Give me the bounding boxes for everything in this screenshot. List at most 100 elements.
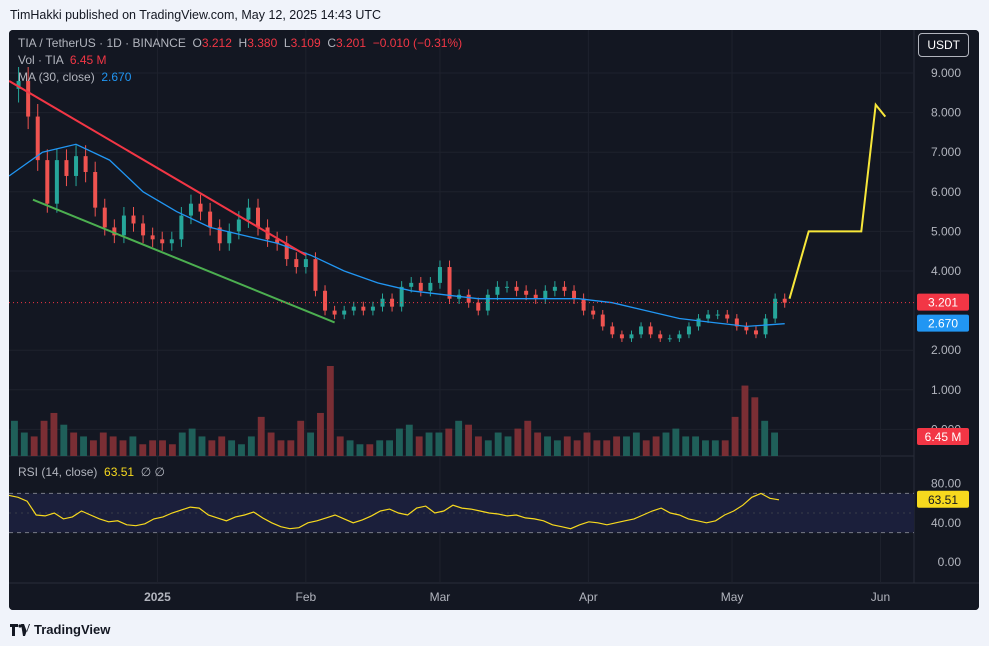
volume-bar [376,440,384,456]
volume-bar [119,440,127,456]
symbol-legend: TIA / TetherUS · 1D · BINANCE O3.212 H3.… [18,36,462,50]
candle-body [524,290,529,295]
candle-body [610,326,615,335]
volume-bar [484,440,492,456]
candle-body [418,282,423,291]
volume-bar [504,436,512,456]
candle-body [64,160,69,176]
candle-body [677,334,682,339]
volume-bar [573,440,581,456]
candle-body [83,156,88,172]
rsi-tick-label: 40.00 [931,516,961,530]
volume-bar [445,428,453,456]
resistance-trendline [9,80,307,257]
candle-body [744,326,749,331]
volume-bar [544,436,551,456]
tradingview-logo[interactable]: TradingView [10,622,110,637]
candle-body [236,219,241,232]
time-tick-label: Mar [430,590,451,604]
publish-bar: TimHakki published on TradingView.com, M… [0,0,989,30]
projection-path [788,102,887,299]
volume-bar [336,436,344,456]
ma-label: MA (30, close) [18,70,95,84]
volume-bar [761,420,769,456]
price-tick-label: 8.000 [931,106,961,120]
candle-body [16,80,21,89]
volume-bar [702,440,709,456]
volume-bar [435,432,443,456]
candle-body [303,259,308,268]
change-value: −0.010 (−0.31%) [372,36,463,50]
time-tick-label: May [721,590,744,604]
volume-bar [60,424,68,456]
tradingview-logo-icon [10,623,30,636]
volume-bar [178,432,186,456]
candle-body [725,314,730,319]
price-tick-label: 4.000 [931,264,961,278]
volume-bar [20,432,28,456]
volume-bar [267,432,275,456]
high-value: 3.380 [247,36,278,50]
ma-line [9,143,785,328]
volume-bar [583,432,591,456]
volume-bar [149,440,157,456]
volume-bar [751,397,759,456]
candle-body [763,318,768,335]
symbol-name: TIA / TetherUS · 1D · BINANCE [18,36,186,50]
chart-container[interactable]: 9.000 8.000 7.000 6.000 5.000 4.000 2.000 1.000… [9,30,979,610]
candle-body [323,290,328,311]
candle-body [390,298,395,307]
volume-bar [277,440,285,456]
volume-bar [238,444,245,456]
volume-bar [99,432,107,456]
candle-body [169,239,174,244]
volume-bar [721,440,729,456]
candle-body [648,326,653,335]
candle-body [476,302,481,311]
volume-bar [326,366,334,456]
rsi-legend: RSI (14, close) 63.51 ∅ ∅ [18,465,165,479]
candle-body [658,334,663,339]
candle-body [188,203,193,216]
volume-bar [198,436,206,456]
volume-bar [711,440,719,456]
currency-button[interactable]: USDT [918,33,969,57]
volume-bar [317,412,324,456]
volume-bar [514,428,522,456]
candle-body [514,286,519,291]
open-value: 3.212 [201,36,232,50]
ma-badge-bg [917,314,969,332]
candle-body [255,207,260,228]
candle-body [150,235,155,240]
candle-body [753,330,758,335]
price-tick-label: 9.000 [931,66,961,80]
volume-bar [396,428,403,456]
candle-body [35,116,40,161]
candle-body [428,282,433,291]
volume-bar [474,436,482,456]
candle-body [773,298,778,319]
brand-name: TradingView [34,622,111,637]
high-label: H [238,36,248,50]
volume-bar [50,412,58,456]
volume-bar [563,436,571,456]
candle-body [543,290,548,299]
candles [16,66,787,342]
volume-bar [632,432,640,456]
candle-body [45,160,50,204]
rsi-badge-bg [917,490,969,508]
rsi-extra: ∅ ∅ [140,465,165,479]
rsi-tick-label: 80.00 [931,477,961,491]
price-badge-bg [917,293,969,311]
candle-body [562,286,567,291]
volume-bar [168,444,176,456]
price-tick-label: 6.000 [931,185,961,199]
chart-svg[interactable]: 9.000 8.000 7.000 6.000 5.000 4.000 2.000 1.000… [9,30,979,610]
volume-label: Vol · TIA [18,53,64,67]
volume-bars [11,366,778,456]
volume-bar [188,428,196,456]
volume-bar [247,436,255,456]
candle-body [141,223,146,236]
candle-body [198,203,203,212]
volume-bar [218,436,226,456]
